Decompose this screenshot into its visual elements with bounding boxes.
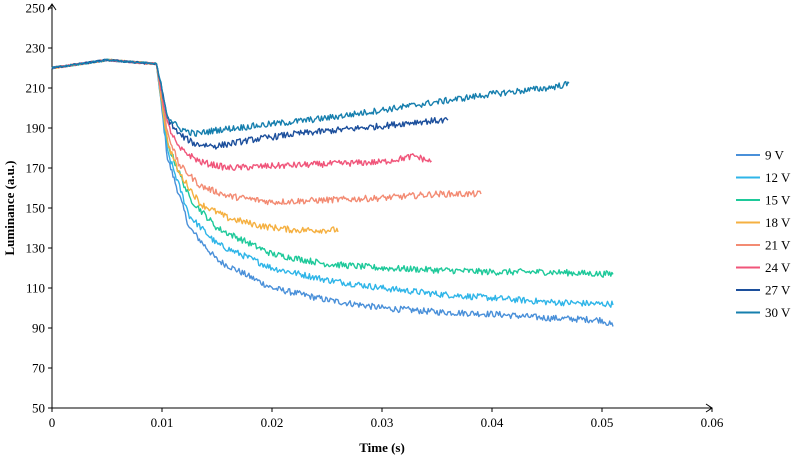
series-line-30v	[51, 58, 570, 137]
y-axis-ticks: 50 70 90 110 130 150 170 190 210 230 250	[26, 1, 52, 416]
series-line-12v	[51, 58, 614, 308]
y-tick-label: 190	[26, 121, 46, 136]
legend-label: 21 V	[765, 238, 791, 253]
x-tick-label: 0.04	[481, 415, 504, 430]
y-tick-label: 250	[26, 1, 46, 16]
y-tick-label: 90	[32, 321, 45, 336]
y-tick-label: 70	[32, 361, 45, 376]
legend-label: 15 V	[765, 193, 791, 208]
x-tick-label: 0.02	[261, 415, 284, 430]
y-axis-title: Luminance (a.u.)	[2, 161, 17, 256]
y-tick-label: 50	[32, 401, 45, 416]
series-lines	[51, 58, 614, 327]
axes	[47, 3, 713, 413]
legend-label: 9 V	[765, 148, 785, 163]
y-tick-label: 130	[26, 241, 46, 256]
legend-label: 18 V	[765, 215, 791, 230]
x-axis-title: Time (s)	[359, 440, 405, 455]
y-tick-label: 110	[26, 281, 45, 296]
x-tick-label: 0.03	[371, 415, 394, 430]
series-line-27v	[51, 58, 449, 150]
x-tick-label: 0.06	[701, 415, 724, 430]
series-line-9v	[51, 58, 614, 327]
y-tick-label: 210	[26, 81, 46, 96]
legend: 9 V 12 V 15 V 18 V 21 V 24 V 27 V 30 V	[736, 148, 791, 320]
x-axis-ticks: 0 0.01 0.02 0.03 0.04 0.05 0.06	[49, 408, 724, 430]
legend-label: 30 V	[765, 305, 791, 320]
y-tick-label: 170	[26, 161, 46, 176]
y-tick-label: 150	[26, 201, 46, 216]
legend-label: 24 V	[765, 260, 791, 275]
legend-label: 27 V	[765, 283, 791, 298]
x-tick-label: 0.05	[591, 415, 614, 430]
x-tick-label: 0	[49, 415, 56, 430]
series-line-24v	[51, 59, 432, 171]
series-line-15v	[51, 58, 614, 278]
legend-label: 12 V	[765, 170, 791, 185]
y-tick-label: 230	[26, 41, 46, 56]
x-tick-label: 0.01	[151, 415, 174, 430]
series-line-21v	[51, 58, 482, 206]
